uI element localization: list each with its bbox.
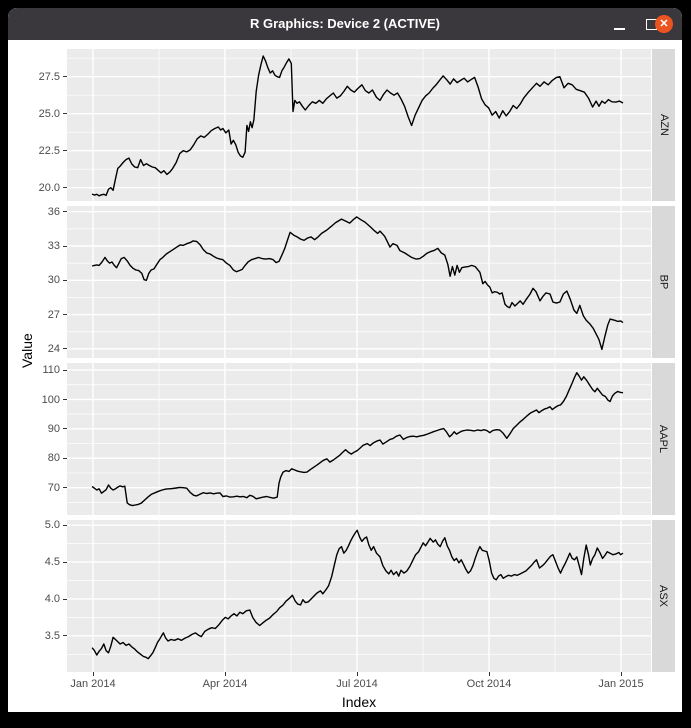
facet-panel-ASX (67, 520, 651, 672)
y-tick-label: 24 (47, 342, 60, 355)
x-tick-label: Oct 2014 (466, 678, 512, 690)
r-graphics-window: R Graphics: Device 2 (ACTIVE) ✕ Value In… (8, 8, 682, 712)
x-tick-mark (92, 672, 94, 676)
y-tick-label: 33 (47, 240, 60, 252)
minimize-button[interactable] (608, 8, 632, 40)
plot-canvas: Value Index AZN 20.0 22.5 25.0 27.5 BP 24 27 30 3… (8, 40, 682, 712)
y-tick-label: 20.0 (38, 181, 60, 194)
x-tick-mark (488, 672, 490, 676)
x-axis-title: Index (341, 694, 377, 710)
facet-strip-label: ASX (657, 584, 670, 608)
y-tick-label: 80 (47, 452, 60, 465)
minimize-icon (614, 28, 625, 30)
y-tick-mark (63, 487, 67, 489)
y-tick-mark (63, 598, 67, 600)
close-button[interactable]: ✕ (653, 8, 681, 40)
y-tick-label: 100 (41, 393, 60, 406)
y-tick-mark (63, 348, 67, 350)
facet-strip-label: AZN (657, 114, 670, 136)
window-title: R Graphics: Device 2 (ACTIVE) (250, 16, 440, 31)
y-tick-mark (63, 150, 67, 152)
x-tick-label: Apr 2014 (202, 678, 248, 690)
y-tick-label: 70 (47, 481, 60, 494)
y-tick-mark (63, 76, 67, 78)
y-tick-label: 30 (47, 274, 60, 287)
y-tick-mark (63, 279, 67, 281)
y-tick-mark (63, 245, 67, 247)
y-tick-mark (63, 211, 67, 213)
y-tick-label: 3.5 (44, 629, 60, 642)
x-tick-label: Jan 2014 (70, 678, 116, 690)
y-tick-label: 36 (47, 205, 60, 218)
facet-strip-AZN: AZN (652, 49, 675, 201)
series-line-ASX (91, 529, 624, 660)
facet-panel-AZN (67, 49, 651, 201)
y-tick-mark (63, 399, 67, 400)
y-tick-mark (63, 428, 67, 430)
y-tick-mark (63, 314, 67, 316)
y-tick-mark (63, 561, 67, 563)
series-line-AZN (91, 55, 624, 197)
y-tick-mark (63, 113, 67, 115)
window-titlebar[interactable]: R Graphics: Device 2 (ACTIVE) ✕ (8, 8, 682, 40)
x-tick-label: Jan 2015 (598, 678, 644, 690)
facet-strip-BP: BP (652, 206, 675, 358)
y-tick-label: 5.0 (44, 519, 60, 532)
y-tick-label: 27 (47, 308, 60, 321)
y-tick-mark (63, 187, 67, 189)
y-tick-label: 4.5 (44, 556, 60, 569)
close-icon: ✕ (655, 15, 673, 33)
x-tick-mark (356, 672, 358, 676)
y-tick-mark (63, 635, 67, 637)
y-tick-label: 4.0 (44, 593, 60, 605)
series-line-AAPL (91, 371, 624, 507)
facet-panel-AAPL (67, 363, 651, 515)
facet-strip-label: AAPL (657, 424, 670, 454)
x-tick-label: Jul 2014 (336, 678, 378, 690)
x-tick-mark (224, 672, 226, 676)
y-tick-label: 27.5 (38, 70, 60, 83)
y-tick-label: 90 (47, 422, 60, 435)
x-tick-mark (620, 672, 622, 676)
series-line-BP (91, 216, 624, 351)
y-tick-mark (63, 524, 67, 526)
y-tick-mark (63, 457, 67, 459)
y-tick-label: 110 (42, 364, 60, 377)
facet-panel-BP (67, 206, 651, 358)
y-tick-label: 25.0 (38, 107, 60, 120)
facet-strip-ASX: ASX (652, 520, 675, 672)
y-tick-label: 22.5 (38, 144, 60, 157)
facet-strip-AAPL: AAPL (652, 363, 675, 515)
facet-strip-label: BP (657, 274, 670, 290)
y-tick-mark (63, 369, 67, 371)
